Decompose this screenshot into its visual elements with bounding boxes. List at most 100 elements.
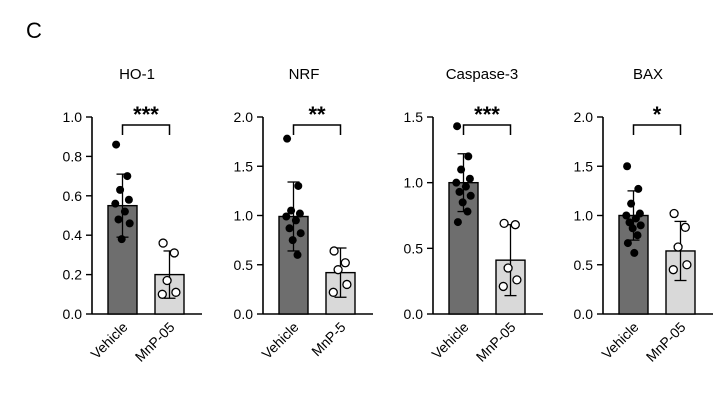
- data-point-treatment: [503, 263, 513, 273]
- y-tick-label: 0.5: [574, 257, 594, 273]
- data-point-vehicle: [623, 239, 632, 248]
- y-tick-label: 0.0: [574, 306, 594, 322]
- data-point-treatment: [510, 220, 520, 230]
- data-point-vehicle: [111, 199, 120, 208]
- data-point-vehicle: [288, 236, 297, 245]
- data-point-treatment: [169, 248, 179, 258]
- x-label-treatment: MnP-05: [473, 319, 519, 365]
- data-point-treatment: [157, 289, 167, 299]
- y-tick-label: 0.2: [63, 267, 83, 283]
- data-point-vehicle: [285, 224, 294, 233]
- chart-title: HO-1: [119, 66, 155, 83]
- x-label-treatment: MnP-05: [643, 319, 689, 365]
- data-point-treatment: [328, 287, 338, 297]
- y-tick-label: 1.5: [404, 109, 424, 125]
- data-point-treatment: [512, 275, 522, 285]
- y-tick-label: 1.0: [63, 109, 83, 125]
- y-tick-label: 2.0: [574, 109, 594, 125]
- data-point-vehicle: [634, 184, 643, 193]
- chart-panel-1: HO-1 0.0 0.2 0.4 0.6 0.8 1.0 *** Vehicle MnP-05: [63, 66, 202, 365]
- data-point-vehicle: [630, 248, 639, 257]
- chart-panel-2: NRF 0.0 0.5 1.0 1.5 2.0 ** Vehicle MnP-5: [234, 66, 373, 362]
- panel-label: C: [26, 18, 42, 43]
- significance-label: ***: [474, 102, 500, 127]
- data-point-vehicle: [455, 187, 464, 196]
- data-point-vehicle: [294, 181, 303, 190]
- y-tick-label: 0.8: [63, 148, 83, 164]
- data-point-vehicle: [291, 216, 300, 225]
- data-point-treatment: [498, 281, 508, 292]
- data-point-vehicle: [457, 165, 466, 174]
- chart-title: BAX: [633, 66, 663, 83]
- significance-bracket: [632, 124, 682, 135]
- data-point-vehicle: [282, 212, 291, 221]
- y-tick-label: 0.5: [234, 257, 254, 273]
- data-point-treatment: [669, 208, 679, 219]
- data-point-treatment: [342, 279, 352, 290]
- y-tick-label: 1.0: [234, 208, 254, 224]
- x-label-vehicle: Vehicle: [87, 319, 130, 362]
- data-point-vehicle: [283, 134, 292, 143]
- chart-panel-4: BAX 0.0 0.5 1.0 1.5 2.0 * Vehicle MnP-05: [574, 66, 713, 365]
- data-point-vehicle: [112, 140, 121, 149]
- y-tick-label: 1.5: [234, 158, 254, 174]
- y-tick-label: 0.0: [63, 306, 83, 322]
- significance-label: **: [308, 102, 326, 127]
- data-point-treatment: [333, 265, 343, 275]
- x-label-vehicle: Vehicle: [598, 319, 641, 362]
- x-label-vehicle: Vehicle: [428, 319, 471, 362]
- x-label-treatment: MnP-05: [132, 319, 178, 365]
- significance-label: *: [653, 102, 662, 127]
- data-point-treatment: [171, 287, 181, 297]
- data-point-vehicle: [287, 206, 296, 215]
- data-point-vehicle: [117, 235, 126, 244]
- data-point-vehicle: [464, 152, 473, 161]
- significance-bracket: [462, 124, 512, 135]
- data-point-vehicle: [123, 172, 132, 181]
- x-label-vehicle: Vehicle: [258, 319, 301, 362]
- data-point-vehicle: [114, 215, 123, 224]
- data-point-treatment: [329, 246, 339, 256]
- y-tick-label: 1.5: [574, 158, 594, 174]
- y-tick-label: 0.0: [234, 306, 254, 322]
- data-point-treatment: [668, 265, 678, 275]
- data-point-vehicle: [293, 250, 302, 259]
- data-point-vehicle: [636, 221, 645, 230]
- significance-bracket: [292, 124, 342, 135]
- data-point-vehicle: [116, 185, 125, 194]
- data-point-treatment: [340, 258, 350, 268]
- data-point-vehicle: [453, 122, 462, 131]
- data-point-vehicle: [631, 214, 640, 223]
- data-point-vehicle: [452, 178, 461, 187]
- data-point-vehicle: [633, 231, 642, 240]
- y-tick-label: 0.5: [404, 240, 424, 256]
- data-point-vehicle: [124, 195, 133, 204]
- data-point-treatment: [162, 275, 172, 286]
- chart-title: NRF: [289, 66, 320, 83]
- y-tick-label: 1.0: [404, 175, 424, 191]
- y-tick-label: 0.0: [404, 306, 424, 322]
- data-point-treatment: [682, 260, 692, 270]
- data-point-vehicle: [625, 218, 634, 227]
- data-point-vehicle: [295, 209, 304, 218]
- y-tick-label: 2.0: [234, 109, 254, 125]
- y-tick-label: 1.0: [574, 208, 594, 224]
- y-tick-label: 0.6: [63, 188, 83, 204]
- data-point-vehicle: [463, 207, 472, 216]
- data-point-vehicle: [461, 182, 470, 191]
- data-point-treatment: [499, 218, 509, 229]
- data-point-vehicle: [627, 199, 636, 208]
- significance-label: ***: [133, 102, 159, 127]
- data-point-vehicle: [120, 207, 129, 216]
- data-point-treatment: [680, 222, 690, 232]
- x-label-treatment: MnP-5: [308, 319, 349, 360]
- data-point-vehicle: [622, 211, 631, 220]
- data-point-vehicle: [628, 224, 637, 233]
- data-point-vehicle: [296, 229, 305, 238]
- chart-title: Caspase-3: [446, 66, 519, 83]
- data-point-vehicle: [466, 191, 475, 200]
- chart-panel-3: Caspase-3 0.0 0.5 1.0 1.5 *** Vehicle MnP-05: [404, 66, 543, 365]
- data-point-vehicle: [453, 218, 462, 227]
- y-tick-label: 0.4: [63, 227, 83, 243]
